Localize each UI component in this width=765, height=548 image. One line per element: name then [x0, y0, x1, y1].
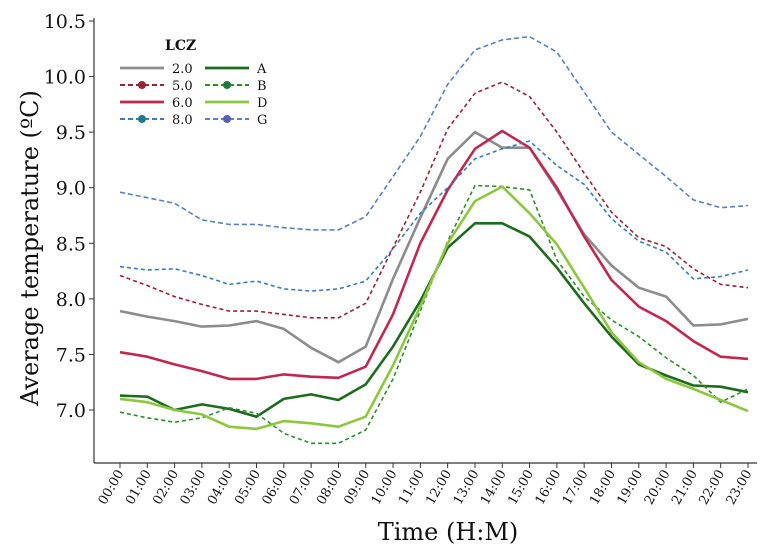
- legend-label: 8.0: [172, 113, 193, 128]
- x-tick-label: 07:00: [287, 468, 319, 508]
- y-tick-label: 8.0: [56, 289, 86, 311]
- series-line-5-0: [119, 81, 749, 319]
- y-tick-label: 7.0: [56, 400, 86, 422]
- x-tick-label: 23:00: [724, 468, 756, 508]
- legend-marker-8-0: [138, 115, 146, 123]
- y-tick-label: 10.5: [44, 11, 86, 33]
- x-tick-label: 00:00: [96, 468, 128, 508]
- chart-axes: [93, 18, 757, 464]
- legend-title: LCZ: [165, 38, 196, 54]
- series-line-A: [119, 222, 749, 419]
- legend-label: G: [257, 113, 267, 128]
- y-tick-label: 8.5: [56, 233, 86, 255]
- series-line-D: [119, 185, 749, 431]
- y-axis-title: Average temperature (ºC): [16, 90, 44, 407]
- x-tick-label: 16:00: [533, 468, 565, 508]
- legend-marker-G: [223, 115, 231, 123]
- x-tick-label: 11:00: [396, 468, 428, 508]
- x-tick-label: 18:00: [587, 468, 619, 508]
- x-tick-label: 08:00: [314, 468, 346, 508]
- legend-label: 5.0: [172, 79, 193, 94]
- x-tick-label: 02:00: [150, 468, 182, 508]
- series-lines: [119, 35, 749, 445]
- x-tick-label: 22:00: [696, 468, 728, 508]
- y-tick-label: 9.0: [56, 178, 86, 200]
- x-tick-label: 14:00: [478, 468, 510, 508]
- series-line-8-0: [119, 140, 749, 292]
- x-tick-label: 12:00: [423, 468, 455, 508]
- series-line-2-0: [119, 130, 749, 364]
- legend-marker-B: [223, 81, 231, 89]
- x-tick-label: 05:00: [232, 468, 264, 508]
- x-tick-label: 03:00: [178, 468, 210, 508]
- x-tick-label: 10:00: [369, 468, 401, 508]
- y-tick-label: 10.0: [44, 67, 86, 89]
- legend-label: 2.0: [172, 62, 193, 77]
- legend-marker-5-0: [138, 81, 146, 89]
- x-tick-label: 06:00: [260, 468, 292, 508]
- x-tick-label: 09:00: [341, 468, 373, 508]
- x-tick-labels: 00:0001:0002:0003:0004:0005:0006:0007:00…: [96, 463, 756, 508]
- x-tick-label: 15:00: [505, 468, 537, 508]
- x-tick-label: 17:00: [560, 468, 592, 508]
- y-tick-labels: 7.0 7.5 8.0 8.5 9.0 9.5 10.0 10.5: [44, 11, 94, 422]
- x-tick-label: 13:00: [451, 468, 483, 508]
- series-line-G: [119, 35, 749, 231]
- legend-label: B: [257, 79, 267, 94]
- legend-label: A: [256, 62, 267, 77]
- y-tick-label: 7.5: [56, 344, 86, 366]
- x-axis-title: Time (H:M): [378, 518, 519, 546]
- legend-label: 6.0: [172, 96, 193, 111]
- series-line-6-0: [119, 129, 749, 381]
- y-tick-label: 9.5: [56, 122, 86, 144]
- x-tick-label: 01:00: [123, 468, 155, 508]
- x-tick-label: 21:00: [669, 468, 701, 508]
- x-tick-label: 04:00: [205, 468, 237, 508]
- x-tick-label: 19:00: [615, 468, 647, 508]
- legend-label: D: [257, 96, 267, 111]
- x-tick-label: 20:00: [642, 468, 674, 508]
